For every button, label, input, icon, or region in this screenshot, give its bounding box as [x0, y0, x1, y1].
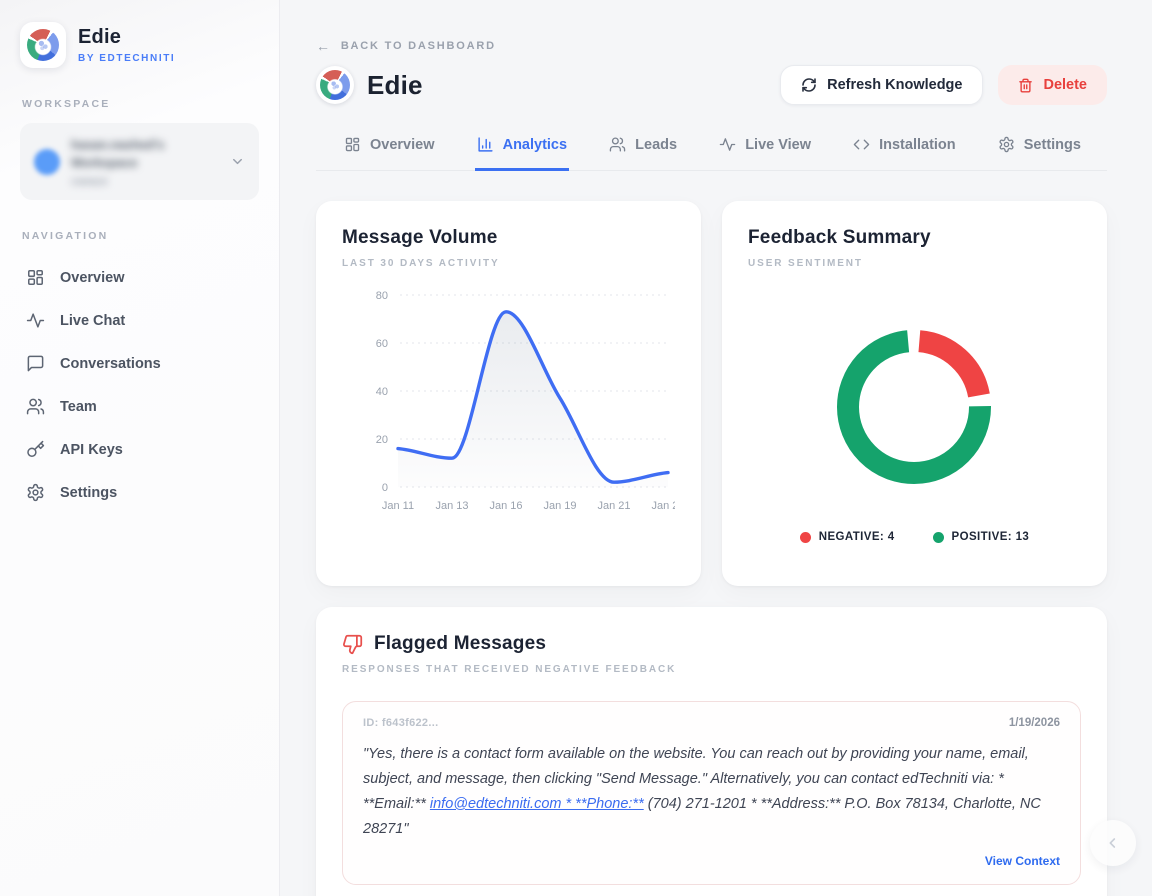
- legend-negative: NEGATIVE: 4: [799, 531, 895, 543]
- key-icon: [27, 441, 45, 458]
- grid-icon: [345, 137, 360, 152]
- email-link[interactable]: info@edtechniti.com * **Phone:**: [429, 795, 644, 812]
- legend-positive: POSITIVE: 13: [932, 531, 1030, 543]
- donut-legend: NEGATIVE: 4 POSITIVE: 13: [748, 531, 1081, 543]
- refresh-icon: [802, 78, 816, 92]
- svg-text:Jan 13: Jan 13: [435, 500, 468, 512]
- feedback-donut-chart: [837, 330, 991, 484]
- sidebar-nav: Overview Live Chat Conversations Team AP…: [20, 256, 259, 514]
- app-brand: Edie BY EDTECHNITI: [20, 22, 259, 68]
- app-title: Edie: [78, 26, 122, 48]
- sidebar-item-api-keys[interactable]: API Keys: [20, 428, 259, 471]
- page-header: Edie Refresh Knowledge Delete: [316, 65, 1107, 105]
- app-logo: [20, 22, 66, 68]
- message-text: "Yes, there is a contact form available …: [363, 746, 1041, 837]
- workspace-section-label: WORKSPACE: [22, 98, 111, 110]
- tab-installation[interactable]: Installation: [851, 132, 958, 171]
- flagged-messages-card: Flagged Messages RESPONSES THAT RECEIVED…: [316, 607, 1107, 896]
- chart-subtitle: USER SENTIMENT: [748, 258, 863, 269]
- edie-logo-icon: [27, 29, 59, 61]
- workspace-selector[interactable]: hasan.nashed's Workspace OWNER: [20, 123, 259, 201]
- feedback-summary-card: Feedback Summary USER SENTIMENT NEGATIVE…: [722, 201, 1107, 586]
- tab-analytics[interactable]: Analytics: [474, 132, 570, 171]
- tab-bar: Overview Analytics Leads Live View Insta…: [316, 132, 1107, 171]
- arrow-left-icon: ←: [316, 38, 332, 54]
- chevron-left-icon: [1109, 838, 1116, 848]
- main-content: ← BACK TO DASHBOARD Edie Refresh Knowled…: [280, 0, 1152, 896]
- svg-text:80: 80: [376, 290, 388, 302]
- message-volume-line-chart: 0 20 40 60 80 Jan 11 Jan 13 Jan 16 Jan 19 Jan 21 J…: [376, 290, 675, 512]
- refresh-knowledge-button[interactable]: Refresh Knowledge: [780, 65, 984, 105]
- chart-title: Message Volume: [342, 227, 498, 248]
- svg-text:Jan 16: Jan 16: [489, 500, 522, 512]
- bar-chart-icon: [478, 137, 493, 152]
- tab-overview[interactable]: Overview: [342, 132, 437, 171]
- flagged-message: ID: f643f622... 1/19/2026 "Yes, there is…: [342, 701, 1081, 885]
- tab-live-view[interactable]: Live View: [717, 132, 813, 171]
- svg-text:40: 40: [376, 386, 388, 398]
- delete-button[interactable]: Delete: [998, 65, 1107, 105]
- users-icon: [26, 398, 45, 415]
- edie-logo-icon: [320, 70, 350, 100]
- negative-dot-icon: [799, 531, 811, 543]
- code-icon: [853, 139, 870, 150]
- workspace-avatar: [34, 148, 60, 175]
- thumbs-down-icon: [343, 634, 363, 654]
- navigation-section-label: NAVIGATION: [22, 230, 109, 243]
- sidebar-item-live-chat[interactable]: Live Chat: [20, 299, 259, 342]
- tab-leads[interactable]: Leads: [607, 132, 679, 171]
- bot-avatar: [316, 66, 354, 104]
- workspace-name: hasan.nashed's Workspace: [71, 138, 165, 171]
- gear-icon: [999, 136, 1014, 153]
- view-context-link[interactable]: View Context: [984, 853, 1060, 868]
- sidebar-item-conversations[interactable]: Conversations: [20, 342, 259, 385]
- svg-text:20: 20: [376, 434, 388, 446]
- activity-icon: [719, 138, 736, 151]
- chart-subtitle: LAST 30 DAYS ACTIVITY: [342, 258, 500, 269]
- workspace-info: hasan.nashed's Workspace OWNER: [71, 136, 164, 187]
- sidebar: Edie BY EDTECHNITI WORKSPACE hasan.nashe…: [0, 0, 280, 896]
- chevron-down-icon: [233, 159, 242, 165]
- chart-title: Feedback Summary: [748, 227, 931, 248]
- svg-text:Jan 11: Jan 11: [382, 500, 414, 512]
- users-icon: [609, 137, 626, 152]
- grid-icon: [28, 270, 43, 286]
- scroll-button[interactable]: [1090, 820, 1136, 866]
- gear-icon: [27, 484, 44, 502]
- message-id: ID: f643f622...: [363, 717, 439, 729]
- svg-text:0: 0: [382, 482, 388, 494]
- svg-text:Jan 24: Jan 24: [651, 500, 675, 512]
- chat-bubble-icon: [27, 355, 44, 372]
- section-subtitle: RESPONSES THAT RECEIVED NEGATIVE FEEDBAC…: [342, 664, 677, 675]
- page-title: Edie: [367, 69, 423, 100]
- workspace-role-badge: OWNER: [71, 177, 108, 188]
- back-to-dashboard-link[interactable]: ← BACK TO DASHBOARD: [316, 38, 496, 54]
- sidebar-item-overview[interactable]: Overview: [20, 256, 259, 299]
- tab-settings[interactable]: Settings: [996, 132, 1083, 171]
- svg-text:60: 60: [376, 338, 388, 350]
- activity-icon: [26, 313, 45, 328]
- svg-text:Jan 21: Jan 21: [597, 500, 630, 512]
- svg-text:Jan 19: Jan 19: [543, 500, 576, 512]
- app-byline: BY EDTECHNITI: [78, 53, 176, 64]
- positive-dot-icon: [932, 531, 944, 543]
- sidebar-item-team[interactable]: Team: [20, 385, 259, 428]
- trash-icon: [1019, 78, 1033, 92]
- message-volume-card: Message Volume LAST 30 DAYS ACTIVITY 0 20…: [316, 201, 701, 586]
- message-date: 1/19/2026: [1008, 717, 1060, 729]
- sidebar-item-settings[interactable]: Settings: [20, 471, 259, 514]
- section-title: Flagged Messages: [374, 633, 547, 654]
